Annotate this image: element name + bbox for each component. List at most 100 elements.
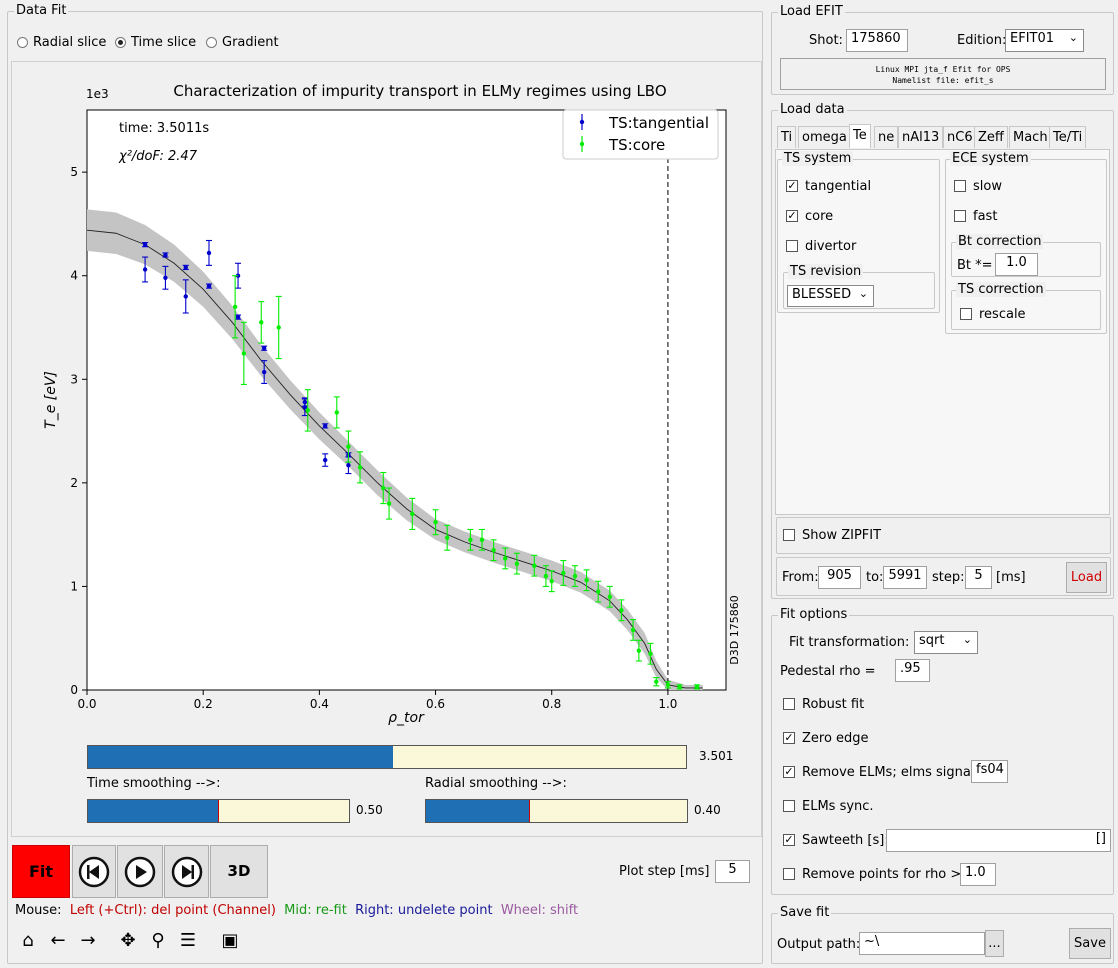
radio-time-slice[interactable]: Time slice [115,35,196,50]
fit-transformation-label: Fit transformation: [789,635,910,650]
time-slider-fill [88,746,393,768]
time-smoothing-value: 0.50 [356,803,383,817]
fast-checkbox[interactable] [954,210,966,222]
step-forward-button[interactable] [164,845,209,898]
output-path-input[interactable]: ~\ [859,932,985,955]
tab-ne[interactable]: ne [874,126,899,148]
3d-button[interactable]: 3D [210,845,268,898]
home-icon[interactable]: ⌂ [22,930,34,951]
radio-indicator [17,37,28,48]
forward-arrow-icon[interactable]: → [80,930,96,951]
show-zipfit-checkbox[interactable] [783,529,795,541]
slow-checkbox[interactable] [954,180,966,192]
x-tick-label: 0.2 [194,697,213,711]
core-point [381,485,386,491]
tab-zeff[interactable]: Zeff [974,126,1008,148]
elms-sync-checkbox[interactable] [783,800,795,812]
time-slider[interactable] [87,745,687,769]
tangential-point [163,275,168,280]
to-input[interactable]: 5991 [883,566,927,589]
tab-ti[interactable]: Ti [777,126,797,148]
tangential-label: tangential [805,179,872,194]
y-tick-label: 3 [70,372,78,386]
tab-nal13[interactable]: nAl13 [898,126,944,148]
zoom-icon[interactable]: ⚲ [151,930,165,951]
bt-input[interactable]: 1.0 [995,253,1038,276]
tangential-checkbox[interactable]: ✓ [786,179,798,192]
shot-label: Shot: [809,33,843,48]
save-button[interactable]: Save [1069,928,1111,959]
tab-te[interactable]: Te [849,124,871,148]
zero-edge-label: Zero edge [802,731,869,746]
efit-info-line2: Namelist file: efit_s [892,76,994,85]
tangential-point [346,463,351,468]
tab-omega[interactable]: omega [798,126,851,148]
rescale-label: rescale [979,307,1026,322]
core-point [444,535,450,540]
back-arrow-icon[interactable]: ← [50,930,66,951]
remove-rho-input[interactable]: 1.0 [960,863,996,886]
divertor-label: divertor [805,239,857,254]
radial-smoothing-label: Radial smoothing -->: [425,776,567,791]
mouse-mid-help: Mid: re-fit [284,903,347,918]
save-figure-icon[interactable]: ▣ [221,930,239,951]
core-point [433,520,438,525]
sawteeth-value: [] [1095,831,1106,846]
skip-forward-icon [171,856,202,888]
ts-system-title: TS system [782,151,854,166]
core-point [503,556,508,561]
tab-te-ti[interactable]: Te/Ti [1049,126,1087,148]
te-profile-chart[interactable]: Characterization of impurity transport i… [12,62,761,836]
plot-canvas[interactable]: Characterization of impurity transport i… [11,61,762,837]
from-input[interactable]: 905 [818,566,861,589]
edition-select[interactable]: EFIT01 ⌄ [1005,29,1084,52]
core-label: core [805,209,834,224]
tab-nc6[interactable]: nC6 [943,126,977,148]
radio-gradient[interactable]: Gradient [206,35,279,50]
sawteeth-input[interactable]: [] [886,829,1111,852]
load-button[interactable]: Load [1066,562,1107,593]
time-smoothing-slider[interactable] [87,799,350,823]
rescale-checkbox[interactable] [960,308,972,320]
plot-step-input[interactable]: 5 [715,860,750,883]
zero-edge-checkbox[interactable]: ✓ [783,731,795,744]
tab-mach[interactable]: Mach [1009,126,1052,148]
remove-elms-checkbox[interactable]: ✓ [783,765,795,778]
play-button[interactable] [117,845,163,898]
chevron-down-icon: ⌄ [962,633,972,646]
step-back-button[interactable] [72,845,116,898]
tangential-point [206,250,212,256]
browse-button[interactable]: ... [985,930,1004,957]
robust-fit-checkbox[interactable] [783,698,795,710]
core-point [468,537,473,543]
pan-icon[interactable]: ✥ [120,930,136,951]
configure-subplots-icon[interactable]: ☰ [179,930,197,951]
radial-smoothing-slider[interactable] [425,799,688,823]
core-point [607,594,613,599]
ece-system-group: ECE system [945,151,1107,334]
divertor-checkbox[interactable] [786,240,798,252]
x-axis-label: ρ_tor [388,710,425,726]
core-point [346,444,351,449]
fit-transformation-select[interactable]: sqrt ⌄ [914,631,978,654]
radio-radial-slice[interactable]: Radial slice [17,35,106,50]
y-tick-label: 2 [70,476,78,490]
core-point [259,320,264,325]
y-scale-label: 1e3 [86,87,109,101]
ts-revision-select[interactable]: BLESSED ⌄ [787,285,874,307]
legend-tangential-label: TS:tangential [608,114,709,132]
pedestal-rho-input[interactable]: .95 [895,659,930,682]
shot-input[interactable]: 175860 [846,29,908,52]
sawteeth-checkbox[interactable]: ✓ [783,833,795,846]
x-tick-label: 0.0 [77,697,96,711]
core-point [305,408,310,413]
legend-tangential-dot [579,119,585,125]
bt-label: Bt *= [957,258,993,273]
elms-signal-input[interactable]: fs04 [971,760,1008,783]
remove-points-checkbox[interactable] [783,868,795,880]
core-checkbox[interactable]: ✓ [786,209,798,222]
step-input[interactable]: 5 [965,566,992,589]
save-fit-title: Save fit [778,905,832,920]
y-tick-label: 5 [70,165,78,179]
fit-button[interactable]: Fit [12,845,70,898]
